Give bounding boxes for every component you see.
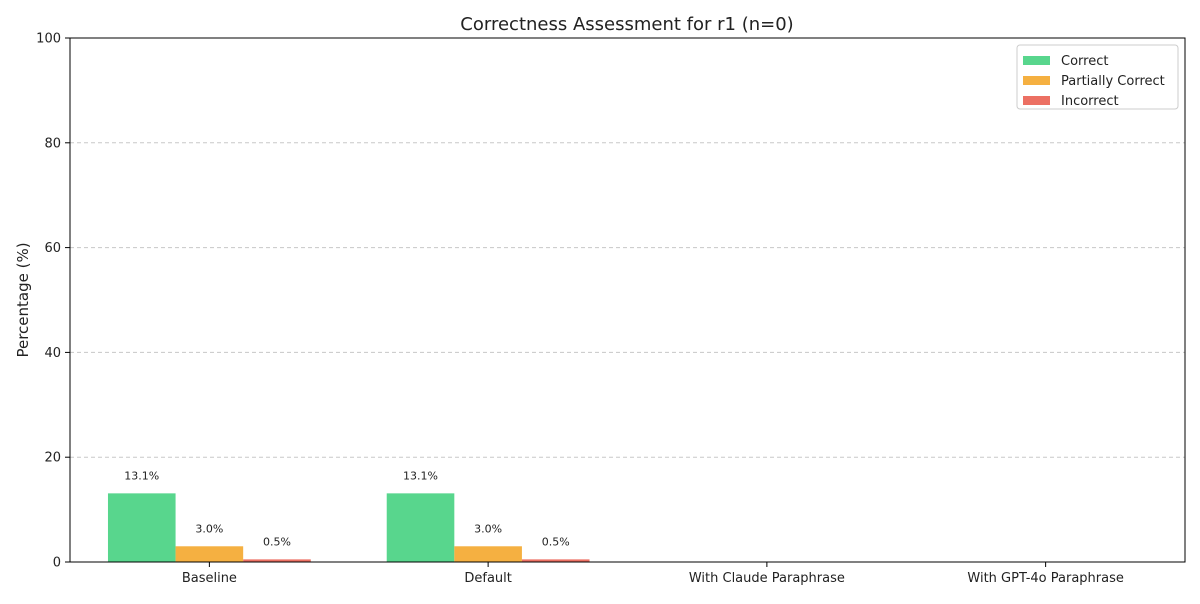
legend-swatch xyxy=(1023,96,1050,105)
bar xyxy=(386,493,455,562)
data-label: 3.0% xyxy=(474,522,502,535)
data-label: 0.5% xyxy=(263,535,291,548)
legend-swatch xyxy=(1023,56,1050,65)
bar xyxy=(521,559,590,562)
bar xyxy=(175,546,244,562)
legend-label: Correct xyxy=(1061,54,1108,69)
y-tick-label: 60 xyxy=(44,241,61,256)
data-labels: 13.1% 3.0% 0.5% 13.1% 3.0% 0.5% xyxy=(124,469,569,548)
x-tick-label: With GPT-4o Paraphrase xyxy=(967,571,1123,586)
plot-frame xyxy=(69,37,1186,563)
y-tick-label: 0 xyxy=(53,556,61,571)
bar xyxy=(107,493,176,562)
chart-title: Correctness Assessment for r1 (n=0) xyxy=(460,14,793,35)
bar xyxy=(454,546,522,562)
y-tick-label: 100 xyxy=(36,32,61,47)
y-tick-label: 40 xyxy=(44,346,61,361)
y-axis-ticks: 0 20 40 60 80 100 xyxy=(36,32,70,571)
legend-box xyxy=(1016,44,1179,110)
legend: Correct Partially Correct Incorrect xyxy=(1016,44,1179,110)
legend-label: Incorrect xyxy=(1061,94,1119,109)
data-label: 3.0% xyxy=(195,522,223,535)
y-tick-label: 20 xyxy=(44,451,61,466)
data-label: 0.5% xyxy=(542,535,570,548)
grid-lines xyxy=(70,142,1185,458)
bar xyxy=(243,559,311,562)
x-tick-label: Baseline xyxy=(182,571,237,586)
x-tick-label: Default xyxy=(464,571,512,586)
legend-label: Partially Correct xyxy=(1061,74,1165,89)
x-axis-ticks: Baseline Default With Claude Paraphrase Wit… xyxy=(182,562,1124,586)
bars xyxy=(107,493,590,562)
data-label: 13.1% xyxy=(403,469,438,482)
legend-swatch xyxy=(1023,76,1050,85)
data-label: 13.1% xyxy=(124,469,159,482)
y-tick-label: 80 xyxy=(44,136,61,151)
y-axis-label: Percentage (%) xyxy=(14,242,32,357)
x-tick-label: With Claude Paraphrase xyxy=(689,571,845,586)
